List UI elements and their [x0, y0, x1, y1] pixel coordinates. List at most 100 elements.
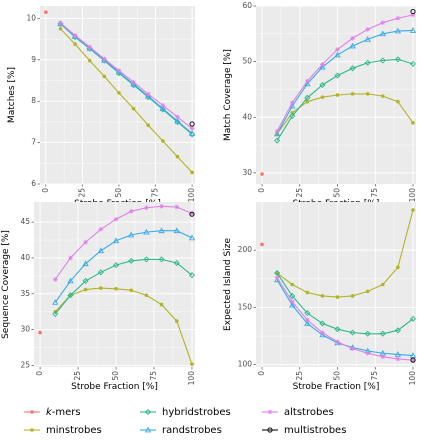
point-randstrobes	[289, 301, 296, 308]
y-tick-label: 150	[238, 302, 253, 311]
point-minstrobes	[73, 42, 77, 46]
point-altstrobes	[380, 20, 386, 25]
point-minstrobes	[365, 289, 370, 294]
point-altstrobes	[305, 317, 310, 323]
point-hybridstrobes	[274, 137, 281, 144]
legend-label: k-mers	[46, 407, 81, 418]
point-randstrobes	[394, 351, 402, 357]
y-tick-label: 200	[238, 245, 253, 254]
series-line-altstrobes	[54, 205, 193, 280]
plot-background	[34, 202, 195, 367]
panel-4: 0 25 50 75 100 100 150 200 Strobe Fraction [%] Ex…	[223, 202, 417, 392]
y-tick-label: 10	[26, 13, 36, 22]
x-tick-label: 100	[408, 188, 417, 203]
y-tick-label: 45	[20, 217, 30, 226]
legend-item-minstrobes: minstrobes	[24, 425, 102, 436]
point-altstrobes	[335, 47, 340, 52]
y-axis-label: Match Coverage [%]	[223, 49, 233, 141]
legend-swatch-marker	[267, 427, 273, 433]
point-hybridstrobes	[379, 330, 386, 337]
point-altstrobes	[87, 44, 93, 50]
point-minstrobes	[174, 319, 179, 323]
series-line-hybridstrobes	[276, 272, 414, 335]
legend-label: hybridstrobes	[162, 407, 231, 418]
point-randstrobes	[173, 227, 180, 234]
y-tick-label: 9	[31, 55, 36, 64]
point-hybridstrobes	[319, 81, 326, 89]
point-hybridstrobes	[52, 310, 59, 317]
legend-item-kmers: k-mers	[24, 407, 81, 418]
x-tick-label: 50	[114, 188, 123, 198]
x-tick-label: 100	[408, 371, 417, 386]
series-line-minstrobes	[276, 209, 414, 298]
point-hybridstrobes	[173, 259, 180, 267]
point-hybridstrobes	[334, 326, 341, 333]
legend: k-mers minstrobes hybridstrobes randstrobes…	[24, 407, 346, 436]
point-minstrobes	[102, 74, 107, 79]
point-minstrobes	[335, 295, 340, 299]
point-hybridstrobes	[304, 310, 311, 317]
panel-3: 0 25 50 75 100 25 30 35 40 45 Strobe Fraction [%] S…	[1, 202, 196, 392]
point-minstrobes	[320, 294, 325, 298]
point-hybridstrobes	[334, 72, 341, 79]
point-randstrobes	[364, 36, 371, 42]
point-randstrobes	[128, 231, 135, 238]
y-axis-label: Matches [%]	[7, 67, 17, 123]
point-altstrobes	[68, 255, 73, 261]
legend-swatch-marker	[267, 409, 273, 415]
point-altstrobes	[174, 204, 180, 210]
point-altstrobes	[305, 78, 310, 84]
series-line-hybridstrobes	[276, 58, 414, 141]
legend-swatch-marker	[30, 428, 34, 432]
point-kmers	[260, 172, 264, 176]
point-randstrobes	[145, 92, 152, 99]
point-hybridstrobes	[364, 330, 371, 337]
point-multistrobes	[189, 211, 195, 217]
point-minstrobes	[159, 302, 164, 307]
point-altstrobes	[320, 62, 325, 67]
x-tick-label: 25	[295, 188, 304, 198]
x-tick-label: 0	[257, 371, 266, 376]
point-randstrobes	[409, 352, 417, 358]
x-tick-label: 0	[257, 188, 266, 193]
series-line-hybridstrobes	[54, 258, 193, 315]
point-altstrobes	[160, 103, 166, 108]
point-randstrobes	[143, 228, 150, 235]
point-altstrobes	[98, 226, 104, 232]
point-randstrobes	[319, 331, 326, 338]
point-kmers	[38, 330, 42, 335]
x-tick-label: 0	[41, 188, 50, 193]
point-randstrobes	[394, 27, 402, 34]
point-hybridstrobes	[349, 329, 356, 336]
point-minstrobes	[305, 290, 310, 295]
point-randstrobes	[334, 51, 341, 58]
x-tick-label: 75	[151, 188, 160, 198]
point-minstrobes	[83, 287, 88, 292]
point-altstrobes	[395, 356, 401, 362]
point-randstrobes	[273, 130, 281, 137]
point-multistrobes	[189, 121, 195, 127]
point-randstrobes	[158, 227, 165, 234]
plot-background	[256, 202, 416, 367]
point-randstrobes	[112, 237, 120, 244]
point-randstrobes	[82, 260, 89, 267]
point-minstrobes	[114, 287, 118, 291]
panel-1: 0255075100678910Strobe Fraction [%]Match…	[7, 6, 196, 209]
legend-item-randstrobes: randstrobes	[140, 425, 222, 436]
point-altstrobes	[102, 56, 107, 62]
point-minstrobes	[144, 293, 149, 298]
point-altstrobes	[335, 339, 340, 345]
point-minstrobes	[411, 208, 415, 212]
point-minstrobes	[350, 294, 355, 298]
point-hybridstrobes	[319, 320, 326, 327]
point-minstrobes	[380, 94, 385, 98]
point-altstrobes	[189, 126, 195, 131]
point-minstrobes	[305, 99, 310, 104]
point-altstrobes	[113, 216, 119, 222]
y-tick-label: 30	[20, 325, 30, 334]
point-minstrobes	[58, 26, 63, 31]
y-tick-label: 6	[31, 179, 36, 188]
point-altstrobes	[410, 357, 416, 363]
point-minstrobes	[396, 99, 400, 104]
y-axis-label: Sequence Coverage [%]	[1, 230, 11, 339]
